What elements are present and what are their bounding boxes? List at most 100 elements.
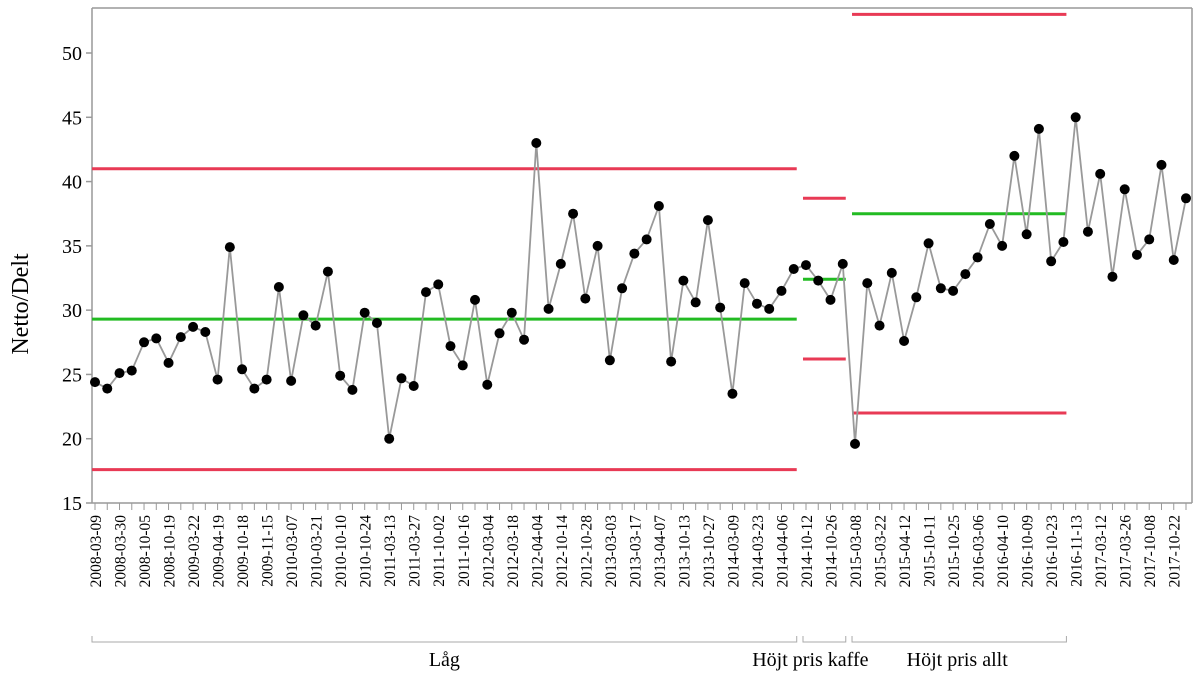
x-tick-label: 2008-10-05 <box>137 515 154 588</box>
data-point <box>310 320 321 331</box>
data-point <box>188 321 199 332</box>
x-tick-label: 2013-03-03 <box>603 515 620 588</box>
data-point <box>384 433 395 444</box>
x-tick-label: 2012-03-04 <box>480 515 497 588</box>
data-point <box>1156 159 1167 170</box>
x-tick-label: 2008-10-19 <box>162 515 179 588</box>
data-point <box>813 275 824 286</box>
data-point <box>371 318 382 328</box>
x-tick-label: 2017-03-12 <box>1093 515 1110 587</box>
data-point <box>433 279 444 290</box>
data-point <box>764 303 775 314</box>
x-tick-label: 2013-10-13 <box>676 515 693 588</box>
data-point <box>1119 184 1130 195</box>
x-tick-label: 2015-04-12 <box>897 515 914 587</box>
phase-bracket <box>91 636 798 643</box>
data-point <box>286 375 297 386</box>
phase-label: Höjt pris allt <box>907 649 1009 671</box>
data-point <box>470 294 481 305</box>
data-point <box>1168 255 1179 265</box>
x-tick-label: 2009-03-22 <box>186 515 203 587</box>
x-tick-label: 2010-03-07 <box>284 515 301 588</box>
x-tick-label: 2012-10-14 <box>554 515 571 588</box>
y-tick-label: 50 <box>62 43 82 65</box>
data-point <box>175 332 186 343</box>
x-tick-label: 2015-10-11 <box>922 515 939 587</box>
x-tick-label: 2009-04-19 <box>211 515 228 588</box>
phase-labels: Låg Höjt pris kaffe Höjt pris allt <box>91 636 1067 671</box>
data-point <box>519 334 530 345</box>
data-point <box>1107 271 1118 282</box>
data-point <box>604 355 615 366</box>
x-tick-label: 2014-03-09 <box>725 515 742 588</box>
data-point <box>653 201 664 211</box>
data-point <box>90 377 100 388</box>
data-point <box>702 215 713 226</box>
data-point <box>531 138 542 148</box>
x-tick-label: 2015-10-25 <box>946 515 963 588</box>
data-point <box>482 379 493 390</box>
series-line <box>94 117 1187 444</box>
data-point <box>457 360 468 371</box>
data-point <box>396 373 407 384</box>
x-tick-label: 2013-10-27 <box>701 515 718 588</box>
x-tick-label: 2013-03-17 <box>627 515 644 588</box>
data-point <box>102 383 113 394</box>
data-point <box>580 293 591 304</box>
data-point <box>862 278 873 289</box>
x-tick-label: 2014-04-06 <box>774 515 791 588</box>
data-point <box>506 307 517 318</box>
y-tick-label: 40 <box>62 172 82 194</box>
data-point <box>237 364 248 375</box>
x-tick-label: 2014-03-23 <box>750 515 767 588</box>
data-point <box>629 248 640 259</box>
x-tick-label: 2015-03-22 <box>873 515 890 587</box>
x-tick-label: 2014-10-26 <box>824 515 841 588</box>
data-point <box>935 283 946 294</box>
x-tick-label: 2012-03-18 <box>505 515 522 588</box>
data-point <box>727 388 738 399</box>
data-point <box>850 438 861 449</box>
data-point <box>800 260 811 271</box>
data-point <box>1046 256 1057 267</box>
x-tick-label: 2008-03-09 <box>88 515 105 588</box>
x-tick-label: 2017-10-22 <box>1167 515 1184 587</box>
data-point <box>494 328 505 339</box>
y-tick-label: 25 <box>62 364 82 386</box>
data-point <box>984 219 995 229</box>
data-point <box>923 238 934 249</box>
data-point <box>1070 112 1081 123</box>
data-point <box>874 320 885 331</box>
data-point <box>200 327 211 337</box>
data-point <box>335 370 346 381</box>
data-point <box>212 374 223 385</box>
data-point <box>690 297 701 308</box>
x-tick-label: 2010-10-10 <box>333 515 350 588</box>
data-point <box>911 292 922 303</box>
control-limits <box>92 12 1067 472</box>
data-point <box>420 287 431 298</box>
y-tick-label: 20 <box>62 429 82 451</box>
data-point <box>224 242 235 253</box>
x-tick-label: 2009-10-18 <box>235 515 252 588</box>
data-point <box>997 240 1008 251</box>
x-tick-label: 2016-03-06 <box>971 515 988 588</box>
data-point <box>347 384 358 395</box>
data-point <box>139 337 150 348</box>
data-point <box>126 365 137 376</box>
x-tick-label: 2016-04-10 <box>995 515 1012 588</box>
data-point <box>1144 234 1155 245</box>
data-point <box>568 208 579 219</box>
data-point <box>298 310 309 321</box>
y-tick-label: 35 <box>62 236 82 258</box>
data-point <box>249 383 260 394</box>
data-point <box>163 357 174 368</box>
data-point <box>1131 249 1142 260</box>
data-point <box>948 285 959 296</box>
data-points <box>90 112 1191 449</box>
data-point <box>972 252 983 263</box>
data-point <box>739 278 750 289</box>
phase-label: Höjt pris kaffe <box>752 649 868 671</box>
x-tick-label: 2016-11-13 <box>1069 515 1086 587</box>
